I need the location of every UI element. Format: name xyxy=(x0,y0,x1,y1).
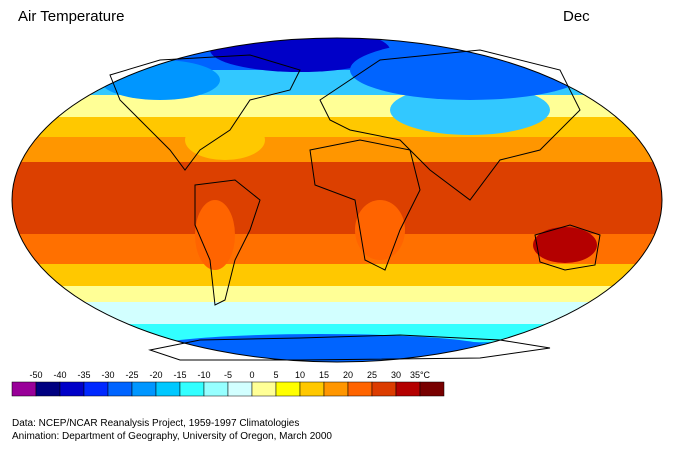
month-label: Dec xyxy=(563,8,590,25)
legend-label: -40 xyxy=(53,370,66,380)
legend-swatch xyxy=(395,381,421,397)
temperature-field xyxy=(12,38,662,362)
legend-swatch xyxy=(155,381,181,397)
legend-label: 10 xyxy=(295,370,305,380)
data-credit: Data: NCEP/NCAR Reanalysis Project, 1959… xyxy=(12,418,300,429)
legend-swatch xyxy=(227,381,253,397)
legend-swatch xyxy=(371,381,397,397)
legend-label: -20 xyxy=(149,370,162,380)
legend-label: -10 xyxy=(197,370,210,380)
legend-label: -25 xyxy=(125,370,138,380)
legend-swatch xyxy=(323,381,349,397)
legend-swatch xyxy=(275,381,301,397)
legend-label: 30 xyxy=(391,370,401,380)
color-legend: -50 -40 -35 -30 -25 -20 -15 -10 -5 0 5 10 15 20 25 30 35… xyxy=(11,370,445,397)
legend-swatch xyxy=(83,381,109,397)
legend-swatch xyxy=(299,381,325,397)
legend-label: 15 xyxy=(319,370,329,380)
legend-label: 5 xyxy=(273,370,278,380)
legend-label: -15 xyxy=(173,370,186,380)
legend-label: -50 xyxy=(29,370,42,380)
legend-label: 35°C xyxy=(410,370,431,380)
legend-swatch xyxy=(203,381,229,397)
legend-label: 25 xyxy=(367,370,377,380)
coastlines xyxy=(11,37,663,363)
legend-swatch xyxy=(251,381,277,397)
legend-swatch xyxy=(179,381,205,397)
legend-label: 20 xyxy=(343,370,353,380)
legend-swatch xyxy=(107,381,133,397)
legend-label: -35 xyxy=(77,370,90,380)
map-title: Air Temperature xyxy=(18,8,125,25)
legend-swatch xyxy=(11,381,37,397)
legend-label: 0 xyxy=(249,370,254,380)
legend-swatch xyxy=(35,381,61,397)
animation-credit: Animation: Department of Geography, Univ… xyxy=(12,431,332,442)
legend-label: -30 xyxy=(101,370,114,380)
legend-swatch xyxy=(419,381,445,397)
legend-swatch xyxy=(347,381,373,397)
legend-swatch xyxy=(131,381,157,397)
legend-label: -5 xyxy=(224,370,232,380)
legend-swatch xyxy=(59,381,85,397)
